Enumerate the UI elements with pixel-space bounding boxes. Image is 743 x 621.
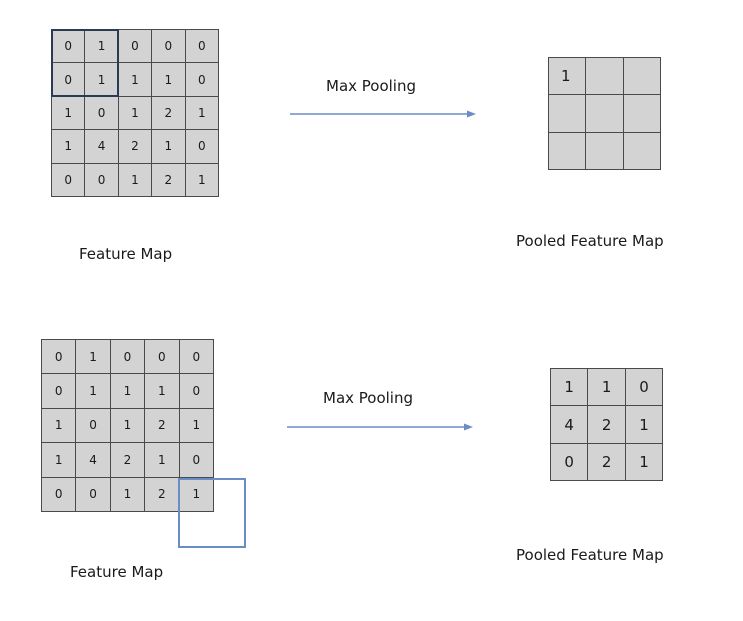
top-pooled-feature-map-label: Pooled Feature Map <box>516 232 664 250</box>
grid-cell: 1 <box>110 408 146 444</box>
grid-cell: 0 <box>76 408 111 444</box>
grid-cell: 0 <box>76 477 111 512</box>
grid-cell: 1 <box>118 96 153 131</box>
grid-cell: 0 <box>52 30 86 64</box>
grid-cell: 1 <box>588 369 626 407</box>
grid-cell: 0 <box>185 30 219 64</box>
grid-cell: 1 <box>52 130 86 164</box>
grid-cell: 0 <box>118 30 153 64</box>
grid-cell <box>586 95 624 133</box>
grid-cell: 4 <box>551 406 589 444</box>
grid-cell: 1 <box>110 374 146 409</box>
grid-cell: 1 <box>152 130 186 164</box>
bottom-arrow-icon <box>287 423 473 431</box>
grid-cell: 2 <box>152 96 186 131</box>
grid-cell: 1 <box>52 96 86 131</box>
grid-cell: 2 <box>588 406 626 444</box>
grid-cell: 1 <box>179 477 214 512</box>
grid-cell: 1 <box>185 163 219 197</box>
top-feature-map-label: Feature Map <box>79 245 173 263</box>
grid-cell: 1 <box>551 369 589 407</box>
grid-cell: 0 <box>179 340 214 375</box>
grid-cell: 0 <box>145 340 180 375</box>
grid-cell: 0 <box>42 374 77 409</box>
grid-cell: 1 <box>76 340 111 375</box>
grid-cell: 1 <box>185 96 219 131</box>
grid-cell: 1 <box>145 374 180 409</box>
grid-cell: 1 <box>42 443 77 478</box>
grid-cell: 0 <box>85 96 119 131</box>
grid-cell: 1 <box>85 63 119 97</box>
top-arrow-icon <box>290 110 476 118</box>
bottom-pooled-feature-map-label: Pooled Feature Map <box>516 546 664 564</box>
grid-cell: 0 <box>42 477 77 512</box>
grid-cell: 2 <box>110 443 146 478</box>
grid-cell: 0 <box>85 163 119 197</box>
grid-cell <box>623 58 662 96</box>
grid-cell: 1 <box>625 406 664 444</box>
grid-cell: 2 <box>145 408 180 444</box>
grid-cell: 0 <box>42 340 77 375</box>
bottom-feature-map-label: Feature Map <box>70 563 164 581</box>
grid-cell: 0 <box>185 130 219 164</box>
grid-cell <box>549 132 587 171</box>
grid-cell: 1 <box>110 477 146 512</box>
grid-cell: 4 <box>76 443 111 478</box>
grid-cell <box>549 95 587 133</box>
grid-cell <box>623 95 662 133</box>
top-pooled-feature-map-grid: 1 <box>548 57 662 171</box>
grid-cell: 1 <box>118 63 153 97</box>
grid-cell: 0 <box>179 443 214 478</box>
grid-cell <box>586 58 624 96</box>
grid-cell: 1 <box>76 374 111 409</box>
grid-cell: 1 <box>625 443 664 482</box>
grid-cell: 1 <box>179 408 214 444</box>
grid-cell: 1 <box>118 163 153 197</box>
grid-cell: 1 <box>42 408 77 444</box>
bottom-max-pooling-label: Max Pooling <box>323 389 414 407</box>
grid-cell: 0 <box>551 443 589 482</box>
grid-cell: 2 <box>152 163 186 197</box>
grid-cell: 1 <box>549 58 587 96</box>
grid-cell: 0 <box>625 369 664 407</box>
grid-cell: 0 <box>52 63 86 97</box>
grid-cell: 0 <box>185 63 219 97</box>
grid-cell: 0 <box>179 374 214 409</box>
grid-cell: 2 <box>145 477 180 512</box>
grid-cell: 1 <box>85 30 119 64</box>
grid-cell: 2 <box>588 443 626 482</box>
grid-cell: 1 <box>145 443 180 478</box>
grid-cell <box>623 132 662 171</box>
grid-cell: 0 <box>110 340 146 375</box>
top-max-pooling-label: Max Pooling <box>326 77 417 95</box>
grid-cell: 0 <box>52 163 86 197</box>
grid-cell: 4 <box>85 130 119 164</box>
grid-cell <box>586 132 624 171</box>
grid-cell: 0 <box>152 30 186 64</box>
grid-cell: 2 <box>118 130 153 164</box>
grid-cell: 1 <box>152 63 186 97</box>
